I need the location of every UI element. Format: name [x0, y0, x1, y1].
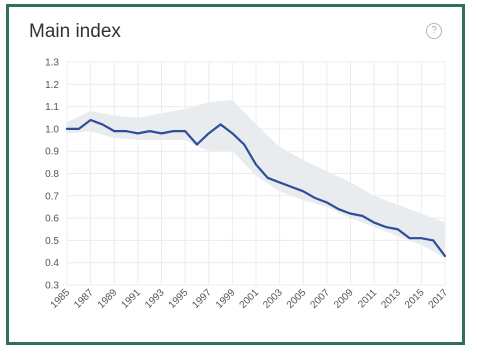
data-point [349, 212, 352, 215]
data-point [361, 215, 364, 217]
y-tick-label: 0.8 [45, 169, 59, 180]
y-tick-label: 1.2 [45, 80, 59, 91]
x-tick-label: 1995 [167, 287, 191, 311]
data-point [219, 123, 222, 126]
x-tick-label: 1997 [190, 287, 214, 311]
y-tick-label: 0.3 [45, 281, 59, 292]
help-circle-icon[interactable]: ? [426, 23, 442, 39]
y-tick-label: 0.6 [45, 214, 59, 225]
chart-card: Main index ? [6, 4, 465, 345]
x-tick-label: 2015 [403, 287, 427, 311]
data-point [408, 237, 411, 239]
data-point [396, 228, 399, 231]
data-point [385, 226, 387, 228]
y-tick-label: 0.4 [45, 258, 59, 269]
uncertainty-band [67, 99, 445, 259]
x-tick-label: 2007 [308, 287, 332, 311]
x-tick-label: 1987 [72, 287, 96, 311]
chart-title: Main index [29, 21, 121, 42]
x-tick-label: 2017 [427, 287, 451, 311]
data-point [101, 123, 104, 126]
data-point [373, 221, 375, 224]
data-point [337, 208, 340, 210]
data-point [444, 255, 446, 257]
data-point [243, 143, 245, 146]
data-point [125, 130, 127, 132]
y-tick-label: 0.5 [45, 236, 59, 247]
data-point [137, 132, 139, 135]
data-point [255, 163, 257, 166]
data-point [326, 201, 328, 204]
x-tick-label: 2005 [285, 287, 309, 311]
x-tick-label: 2009 [332, 287, 356, 311]
x-tick-label: 1993 [143, 287, 167, 311]
x-tick-label: 1989 [96, 287, 120, 311]
data-point [278, 181, 281, 184]
x-tick-label: 2011 [356, 287, 379, 310]
data-point [290, 186, 293, 188]
x-tick-label: 2001 [238, 287, 262, 311]
data-point [432, 239, 434, 242]
y-tick-label: 0.7 [45, 191, 59, 202]
x-tick-label: 1991 [119, 287, 143, 311]
data-point [207, 132, 210, 135]
data-point [89, 119, 92, 121]
data-point [172, 130, 175, 132]
data-point [267, 177, 269, 179]
data-point [148, 130, 151, 132]
data-point [78, 128, 80, 130]
data-point [113, 130, 116, 132]
data-point [160, 132, 163, 135]
y-tick-label: 1.1 [45, 102, 59, 113]
y-tick-label: 1.0 [45, 124, 59, 135]
data-point [66, 128, 68, 130]
data-point [184, 130, 186, 132]
x-tick-label: 1999 [214, 287, 238, 311]
data-point [231, 132, 234, 135]
data-point [420, 237, 423, 239]
x-tick-label: 2003 [261, 287, 285, 311]
y-tick-label: 0.9 [45, 147, 59, 158]
y-tick-label: 1.3 [45, 58, 59, 69]
data-point [196, 143, 198, 146]
data-point [314, 197, 316, 199]
data-point [302, 190, 305, 193]
x-tick-label: 2013 [379, 287, 403, 311]
